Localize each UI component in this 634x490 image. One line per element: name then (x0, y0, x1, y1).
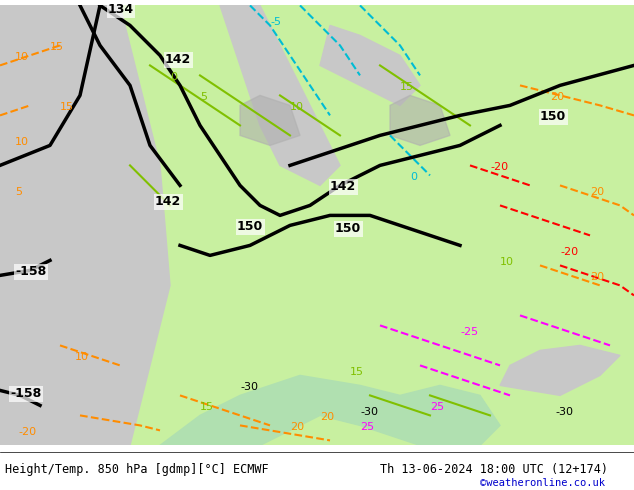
Polygon shape (500, 345, 620, 395)
Text: -25: -25 (460, 327, 478, 338)
Text: 20: 20 (590, 187, 604, 197)
Text: 5: 5 (200, 93, 207, 102)
Text: 20: 20 (320, 413, 334, 422)
Text: -30: -30 (240, 382, 258, 392)
Polygon shape (240, 96, 300, 146)
Text: ©weatheronline.co.uk: ©weatheronline.co.uk (480, 478, 605, 488)
Text: 142: 142 (165, 53, 191, 67)
Text: 10: 10 (75, 352, 89, 363)
Text: 25: 25 (360, 422, 374, 432)
Text: 10: 10 (500, 257, 514, 268)
Text: -30: -30 (555, 407, 573, 417)
Text: -158: -158 (10, 388, 41, 400)
Text: 15: 15 (200, 402, 214, 413)
Text: 10: 10 (290, 102, 304, 112)
Text: 20: 20 (590, 272, 604, 282)
Text: 20: 20 (290, 422, 304, 432)
Text: 15: 15 (50, 43, 64, 52)
Text: Height/Temp. 850 hPa [gdmp][°C] ECMWF: Height/Temp. 850 hPa [gdmp][°C] ECMWF (5, 463, 269, 476)
Text: 15: 15 (60, 102, 74, 112)
Text: 0: 0 (170, 73, 177, 82)
Text: 5: 5 (15, 187, 22, 197)
Text: -5: -5 (270, 18, 281, 27)
Text: -20: -20 (490, 162, 508, 172)
Polygon shape (160, 375, 500, 445)
Text: 20: 20 (550, 93, 564, 102)
Text: -20: -20 (560, 247, 578, 257)
Text: 0: 0 (410, 172, 417, 182)
Text: 150: 150 (335, 222, 361, 235)
Text: 134: 134 (108, 3, 134, 16)
Text: 15: 15 (350, 368, 364, 377)
Text: 150: 150 (540, 110, 566, 123)
Text: -20: -20 (18, 427, 36, 438)
Text: Th 13-06-2024 18:00 UTC (12+174): Th 13-06-2024 18:00 UTC (12+174) (380, 463, 608, 476)
Text: -158: -158 (15, 266, 46, 278)
Text: -30: -30 (360, 407, 378, 417)
Text: 142: 142 (155, 196, 181, 208)
Polygon shape (390, 96, 450, 146)
Polygon shape (320, 25, 420, 105)
Polygon shape (0, 5, 170, 445)
Polygon shape (220, 5, 340, 185)
Text: 10: 10 (15, 137, 29, 147)
Text: 150: 150 (237, 220, 263, 233)
Text: 25: 25 (430, 402, 444, 413)
Text: 15: 15 (400, 82, 414, 93)
Text: 142: 142 (330, 180, 356, 194)
Text: 10: 10 (15, 52, 29, 62)
